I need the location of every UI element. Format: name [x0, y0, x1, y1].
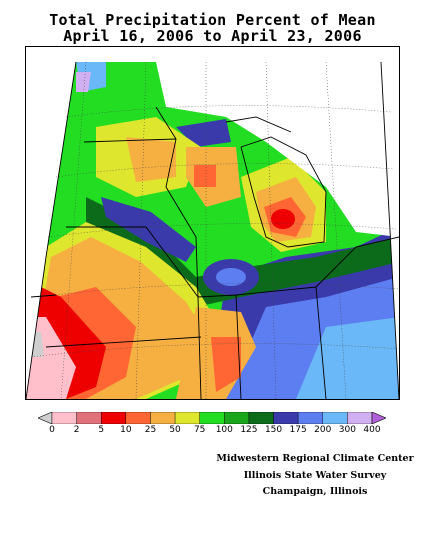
map-title-line1: Total Precipitation Percent of Mean: [49, 11, 376, 29]
legend-swatch: [248, 412, 274, 424]
field-10-25-mi: [271, 209, 295, 229]
credit-line2: Illinois State Water Survey: [243, 470, 387, 481]
state-boundaries: [26, 61, 399, 399]
credit-line3: Champaign, Illinois: [262, 486, 368, 497]
legend-swatch: [224, 412, 250, 424]
legend-arrow-high: [371, 412, 386, 424]
legend-tick-label: 0: [49, 425, 55, 435]
legend-tick-label: 175: [289, 425, 307, 435]
legend-tick-label: 75: [193, 425, 206, 435]
legend-swatch: [347, 412, 373, 424]
field-300-400-se: [296, 317, 399, 399]
legend-swatch: [76, 412, 102, 424]
credit-line1: Midwestern Regional Climate Center: [216, 453, 414, 464]
legend-swatch: [125, 412, 151, 424]
field-25-50-s: [211, 337, 241, 392]
legend-swatch: [322, 412, 348, 424]
field-200-300-c: [216, 268, 246, 286]
legend-tick-label: 10: [120, 425, 132, 435]
legend-tick-label: 100: [215, 425, 233, 435]
legend-swatch: [150, 412, 176, 424]
legend-swatch: [273, 412, 299, 424]
legend-tick-label: 200: [314, 425, 332, 435]
map-title-line2: April 16, 2006 to April 23, 2006: [63, 27, 362, 45]
legend-tick-label: 2: [73, 425, 80, 435]
no-data-ne: [156, 62, 399, 237]
field-150-175-band: [86, 197, 399, 307]
legend-swatch: [297, 412, 323, 424]
legend-swatch: [174, 412, 200, 424]
legend-tick-label: 300: [338, 425, 356, 435]
legend-arrow-low: [38, 412, 53, 424]
precipitation-map-svg: [26, 61, 399, 399]
legend-swatch: [101, 412, 127, 424]
legend-tick-label: 5: [98, 425, 105, 435]
precipitation-map: [25, 46, 400, 400]
legend-swatch: [51, 412, 77, 424]
legend-tick-label: 25: [144, 425, 157, 435]
legend-tick-label: 125: [240, 425, 258, 435]
field-400-nw: [76, 72, 91, 92]
field-175-200-w: [101, 197, 196, 262]
color-legend: [38, 412, 386, 424]
legend-swatch: [199, 412, 225, 424]
lat-lon-grid: [30, 61, 399, 399]
legend-tick-label: 50: [169, 425, 181, 435]
field-25-50-n: [194, 165, 216, 187]
field-50-75-nw: [126, 137, 176, 182]
legend-tick-label: 400: [363, 425, 381, 435]
legend-tick-label: 150: [264, 425, 283, 435]
